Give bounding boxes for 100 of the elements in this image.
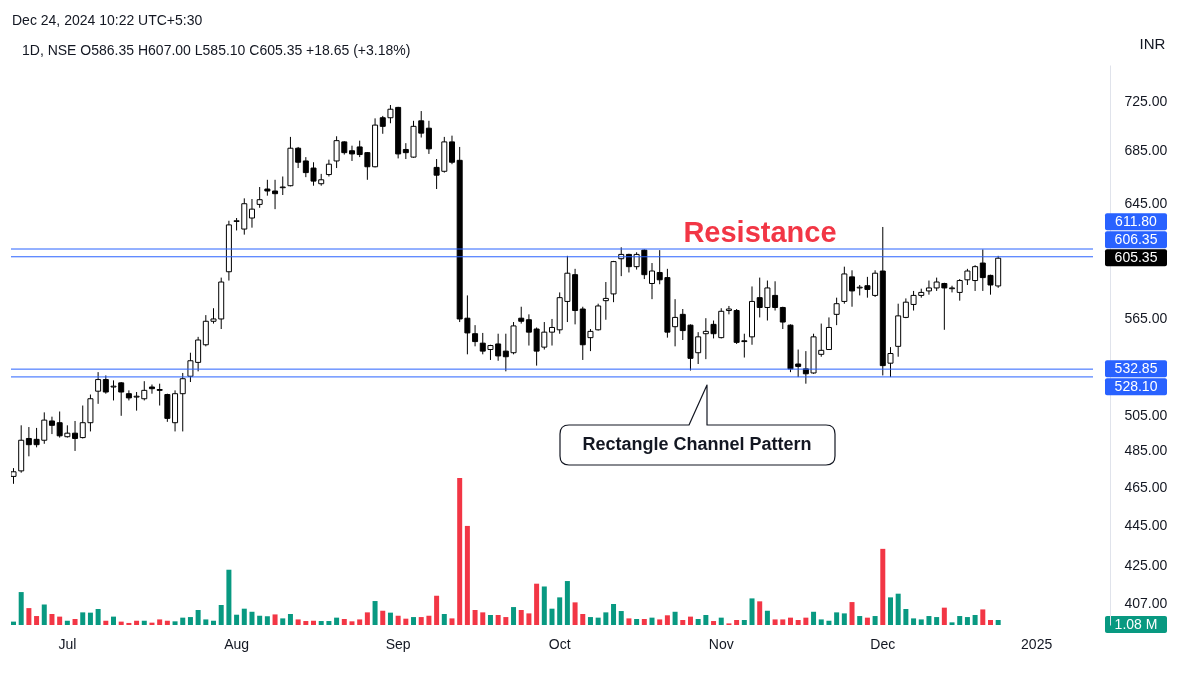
bar: [57, 616, 63, 625]
bar: [811, 611, 817, 625]
legend-label: 606.35: [1114, 231, 1158, 248]
bar: [49, 613, 55, 625]
bar: [764, 610, 770, 625]
candlestick: [425, 120, 432, 155]
bar: [95, 608, 101, 625]
y-tick-label: 685.00: [1124, 142, 1168, 159]
bar: [311, 620, 317, 625]
candlestick: [256, 186, 263, 209]
bar: [603, 612, 609, 625]
bar: [518, 610, 524, 625]
bar: [641, 618, 647, 625]
bar: [987, 620, 993, 625]
bar: [449, 618, 455, 625]
bar: [103, 620, 109, 625]
bar: [595, 617, 601, 625]
bar: [964, 617, 970, 625]
candlestick: [95, 371, 102, 405]
bar: [534, 583, 540, 625]
y-tick-label: 565.00: [1124, 309, 1168, 326]
bar: [234, 614, 240, 625]
bar: [649, 617, 655, 625]
bar: [711, 621, 717, 625]
bar: [164, 620, 170, 625]
candlestick: [348, 145, 355, 162]
bar: [587, 617, 593, 625]
bar: [772, 619, 778, 625]
annotation: Resistance: [683, 216, 837, 248]
y-tick-label: 465.00: [1124, 479, 1168, 496]
bar: [880, 548, 886, 625]
candlestick: [279, 176, 286, 196]
candlestick: [825, 316, 832, 351]
bar: [287, 613, 293, 625]
bar: [141, 620, 147, 625]
bar: [895, 593, 901, 625]
bar: [418, 617, 424, 625]
bar: [580, 613, 586, 625]
text: 1.08 M: [1114, 616, 1158, 632]
x-tick-label: Oct: [548, 635, 571, 652]
x-tick-label: Nov: [708, 635, 734, 652]
bar: [749, 598, 755, 625]
bar: [818, 619, 824, 625]
bar: [872, 616, 878, 625]
candlestick: [949, 285, 956, 293]
y-tick-label: 645.00: [1124, 194, 1168, 211]
bar: [257, 615, 263, 625]
bar: [334, 617, 340, 625]
bar: [511, 607, 517, 625]
bar: [295, 619, 301, 625]
bar: [841, 613, 847, 625]
bar: [695, 618, 701, 625]
candlestick: [156, 383, 163, 407]
y-tick-label: 425.00: [1124, 557, 1168, 574]
bar: [564, 581, 570, 625]
y-tick-label: 505.00: [1124, 407, 1168, 424]
bar: [272, 614, 278, 625]
candlestick: [595, 303, 602, 332]
bar: [72, 618, 78, 625]
bar: [203, 619, 209, 625]
bar: [318, 621, 324, 625]
bar: [857, 616, 863, 625]
bar: [618, 611, 624, 625]
bar: [26, 608, 32, 625]
bar: [218, 605, 224, 625]
bar: [64, 620, 70, 625]
bar: [495, 615, 501, 625]
annotation: Rectangle Channel Pattern: [582, 434, 812, 454]
candlestick: [179, 372, 186, 432]
candlestick: [602, 281, 609, 321]
bar: [549, 608, 555, 625]
bar: [980, 609, 986, 625]
bar: [380, 610, 386, 625]
y-tick-label: 725.00: [1124, 92, 1168, 109]
candlestick: [649, 262, 656, 300]
bar: [703, 615, 709, 625]
bar: [187, 617, 193, 625]
candlestick: [448, 135, 455, 165]
bar: [403, 618, 409, 625]
bar: [180, 617, 186, 625]
bar: [387, 612, 393, 625]
bar: [80, 612, 86, 625]
bar: [541, 586, 547, 625]
bar: [634, 618, 640, 625]
bar: [472, 610, 478, 625]
bar: [557, 597, 563, 625]
bar: [803, 617, 809, 625]
bar: [434, 595, 440, 625]
bar: [934, 617, 940, 625]
bar: [526, 613, 532, 625]
candlestick: [833, 297, 840, 326]
chart-subtitle: Dec 24, 2024 10:22 UTC+5:30: [12, 12, 203, 28]
bar: [426, 615, 432, 625]
bar: [780, 619, 786, 625]
bar: [741, 620, 747, 625]
bar: [249, 611, 255, 625]
candlestick: [849, 269, 856, 308]
candlestick: [48, 416, 55, 435]
bar: [995, 620, 1001, 625]
bar: [411, 617, 417, 625]
